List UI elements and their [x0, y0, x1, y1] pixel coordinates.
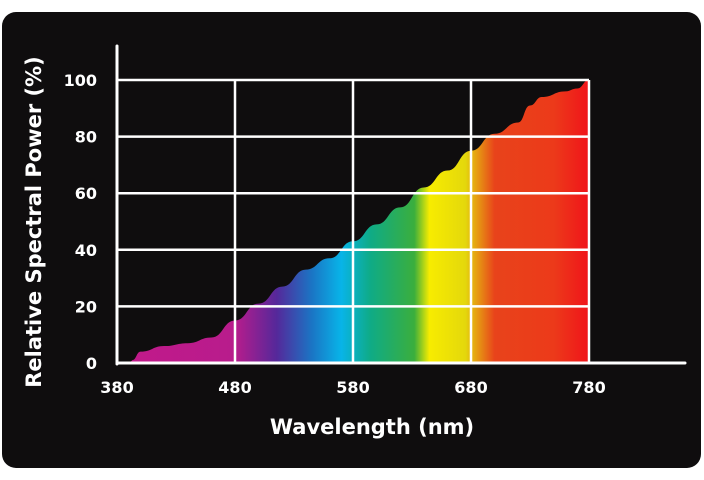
x-axis-label: Wavelength (nm): [270, 415, 474, 439]
x-tick-label: 780: [572, 378, 605, 397]
x-tick-label: 580: [336, 378, 369, 397]
y-tick-label: 80: [75, 128, 97, 147]
x-tick-label: 680: [454, 378, 487, 397]
y-tick-label: 20: [75, 297, 97, 316]
x-tick-label: 380: [100, 378, 133, 397]
y-tick-label: 100: [64, 71, 97, 90]
y-axis-label: Relative Spectral Power (%): [22, 56, 46, 388]
y-tick-label: 60: [75, 184, 97, 203]
y-tick-label: 40: [75, 241, 97, 260]
y-tick-label: 0: [86, 354, 97, 373]
x-tick-label: 480: [218, 378, 251, 397]
spectrum-area: [129, 80, 589, 363]
